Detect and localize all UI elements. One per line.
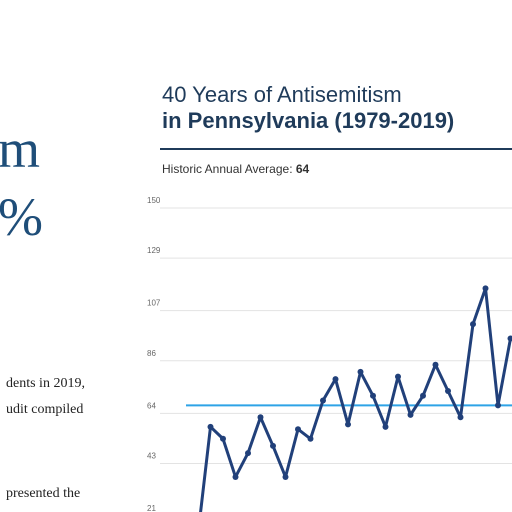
data-point-2004 (507, 335, 512, 342)
title-divider (160, 148, 512, 150)
data-point-1983 (245, 450, 251, 457)
chart-title-line-1: 40 Years of Antisemitism (162, 82, 402, 107)
left-article-fragment: m % dents in 2019, udit compiled present… (0, 0, 130, 512)
data-point-1990 (332, 376, 339, 383)
headline-fragment-1: m (0, 119, 41, 179)
article-text-line-1: dents in 2019, (6, 376, 85, 391)
average-label-text: Historic Annual Average: (162, 162, 293, 176)
chart-panel: 40 Years of Antisemitism in Pennsylvania… (140, 70, 512, 512)
y-tick-label: 21 (147, 504, 156, 512)
headline-fragment-2: % (0, 187, 43, 247)
data-point-1998 (432, 361, 439, 368)
y-tick-label: 129 (147, 246, 161, 255)
data-series-line (199, 286, 512, 512)
article-text-line-2: udit compiled (6, 402, 84, 417)
data-point-1994 (382, 423, 389, 430)
data-point-1992 (357, 368, 364, 375)
chart-title-line-2: in Pennsylvania (1979-2019) (162, 108, 455, 133)
data-point-1981 (220, 435, 226, 442)
data-point-1988 (307, 435, 314, 442)
data-point-1995 (395, 373, 401, 380)
data-point-2000 (457, 414, 464, 421)
data-point-2002 (482, 285, 489, 292)
data-point-1987 (295, 426, 301, 433)
data-point-1991 (345, 421, 351, 428)
data-point-1996 (407, 411, 414, 418)
article-text-line-3: presented the (6, 486, 81, 501)
y-tick-label: 43 (147, 451, 156, 460)
data-point-2001 (470, 321, 476, 328)
data-point-1985 (270, 442, 276, 449)
data-point-1989 (320, 397, 326, 404)
data-point-1999 (445, 388, 451, 395)
y-tick-label: 86 (147, 349, 156, 358)
average-label: Historic Annual Average: 64 (162, 162, 309, 176)
data-point-1986 (282, 473, 289, 480)
y-tick-label: 64 (147, 401, 156, 410)
data-point-1982 (232, 473, 239, 480)
data-point-2003 (495, 402, 501, 409)
data-point-1997 (420, 392, 426, 399)
data-point-1993 (370, 392, 376, 399)
average-label-value: 64 (295, 162, 310, 176)
data-point-1980 (207, 423, 214, 430)
y-tick-label: 107 (147, 299, 161, 308)
y-tick-label: 150 (147, 196, 161, 205)
data-point-1984 (257, 414, 264, 421)
